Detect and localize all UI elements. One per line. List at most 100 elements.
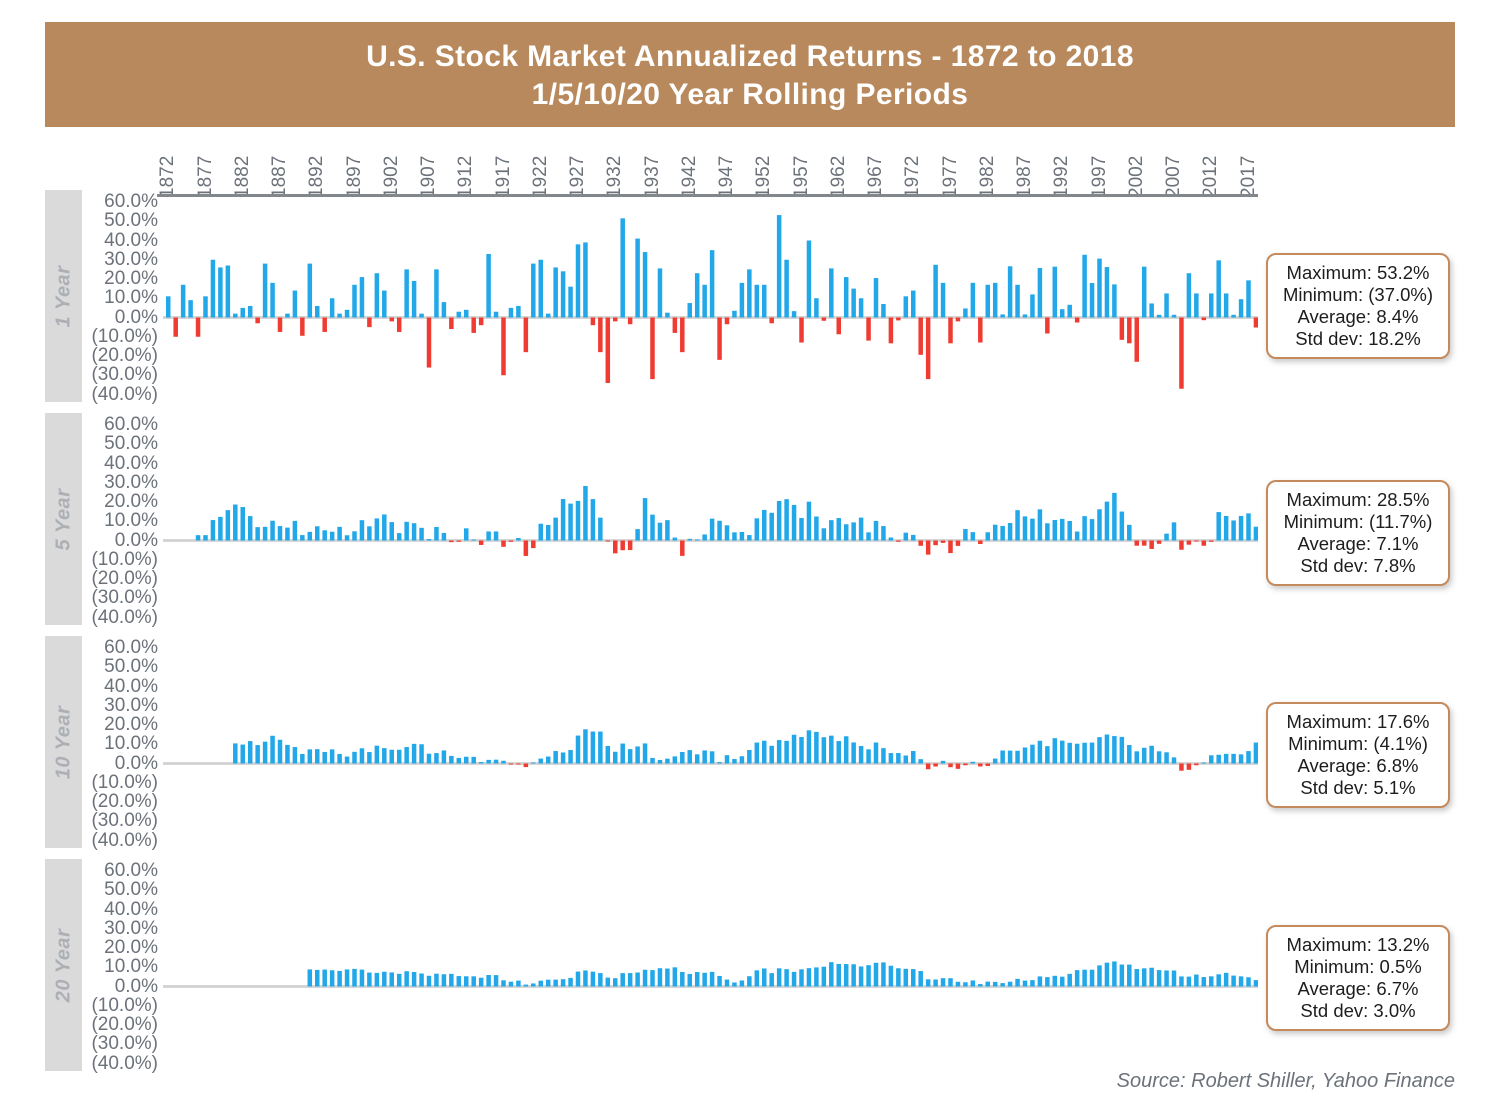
bar-2014-p3 — [1223, 753, 1229, 764]
y-tick-0.0-p4: 0.0% — [114, 975, 158, 997]
bar-1935-p1 — [635, 238, 640, 318]
bar-1916-p2 — [493, 531, 499, 541]
bar-1902-p3 — [389, 749, 394, 764]
bar-1914-p2 — [478, 540, 484, 545]
bar-1962-p3 — [836, 741, 841, 764]
bar-1891-p2 — [307, 531, 313, 541]
y-tick-30.0-p4: (30.0%) — [91, 1033, 158, 1055]
bar-2017-p2 — [1246, 513, 1251, 541]
bar-1911-p2 — [456, 540, 462, 542]
bar-1994-p2 — [1074, 531, 1080, 541]
bar-1882-p2 — [240, 507, 245, 541]
bar-1966-p2 — [866, 532, 871, 541]
bar-1878-p1 — [210, 259, 216, 318]
bar-1952-p1 — [762, 284, 767, 318]
bar-1919-p3 — [516, 763, 521, 765]
bar-1973-p3 — [918, 759, 923, 764]
bar-1920-p4 — [523, 984, 529, 987]
x-tick-1902: 1902 — [380, 155, 402, 198]
bar-2008-p3 — [1179, 763, 1184, 771]
x-tick-1897: 1897 — [343, 155, 365, 198]
bar-1968-p2 — [881, 526, 886, 541]
bar-1888-p2 — [285, 527, 290, 541]
bar-1943-p2 — [694, 539, 700, 541]
bar-1924-p4 — [553, 979, 558, 987]
bar-1991-p3 — [1052, 738, 1058, 764]
bar-1988-p3 — [1030, 744, 1035, 764]
y-tick-30.0-p3: 30.0% — [104, 694, 158, 716]
bar-1992-p4 — [1060, 976, 1065, 987]
bar-1923-p1 — [545, 313, 551, 318]
bar-1998-p2 — [1104, 501, 1110, 541]
panel-strip-1-year: 1 Year — [45, 190, 82, 402]
bar-1996-p4 — [1089, 969, 1095, 987]
x-tick-1877: 1877 — [194, 155, 216, 198]
bar-1888-p1 — [285, 313, 290, 318]
bar-2006-p1 — [1164, 293, 1169, 318]
bar-2002-p2 — [1134, 540, 1139, 546]
y-tick-10.0-p1: (10.0%) — [91, 325, 158, 347]
bar-1878-p2 — [210, 520, 216, 541]
bar-1995-p3 — [1082, 742, 1087, 764]
bar-1973-p1 — [918, 317, 923, 355]
bar-1917-p3 — [501, 760, 506, 764]
bar-1935-p3 — [635, 746, 640, 764]
x-tick-1872: 1872 — [157, 155, 179, 198]
bar-1938-p1 — [657, 268, 663, 318]
bar-1907-p1 — [426, 317, 432, 368]
y-tick-10.0-p2: 10.0% — [104, 510, 158, 532]
bar-1888-p3 — [285, 744, 290, 764]
bar-1882-p1 — [240, 307, 245, 318]
bar-1937-p3 — [650, 757, 655, 764]
stat-std-dev: Std dev: 7.8% — [1300, 555, 1416, 576]
bar-1901-p2 — [382, 514, 387, 541]
bar-2016-p2 — [1238, 515, 1244, 541]
bar-1999-p1 — [1112, 284, 1117, 318]
bar-1904-p2 — [404, 521, 409, 541]
bar-1926-p1 — [568, 286, 573, 318]
bar-1976-p2 — [940, 540, 946, 543]
bar-1908-p2 — [434, 527, 439, 541]
bar-1951-p2 — [754, 518, 760, 541]
bar-1897-p4 — [352, 968, 357, 987]
stat-average: Average: 6.8% — [1297, 755, 1419, 776]
bar-1939-p1 — [665, 312, 670, 318]
bar-1958-p4 — [806, 968, 812, 987]
bar-1891-p1 — [307, 263, 313, 318]
bar-1917-p1 — [501, 317, 506, 376]
stat-average: Average: 7.1% — [1297, 533, 1419, 554]
bar-1895-p1 — [337, 313, 342, 318]
stat-maximum: Maximum: 17.6% — [1286, 711, 1430, 732]
bar-1972-p3 — [911, 751, 916, 764]
bar-1933-p3 — [620, 743, 625, 764]
bar-2003-p3 — [1141, 747, 1147, 764]
x-tick-1892: 1892 — [306, 155, 328, 198]
bar-1936-p3 — [642, 743, 648, 764]
bar-2012-p1 — [1209, 293, 1214, 318]
bar-1925-p3 — [560, 752, 566, 764]
y-tick-60.0-p1: 60.0% — [104, 191, 158, 212]
bar-1889-p3 — [292, 747, 298, 764]
bar-1969-p3 — [888, 753, 894, 764]
bar-1954-p1 — [776, 215, 782, 318]
stat-minimum: Minimum: (37.0%) — [1282, 284, 1434, 305]
y-tick-40.0-p4: 40.0% — [104, 898, 158, 920]
bar-2008-p1 — [1179, 317, 1184, 389]
bar-1966-p1 — [866, 317, 871, 341]
y-tick-40.0-p4: (40.0%) — [91, 1052, 158, 1074]
bar-1894-p1 — [329, 298, 335, 318]
bar-1953-p4 — [769, 973, 774, 987]
y-tick-10.0-p2: (10.0%) — [91, 548, 158, 570]
bar-plot-5-year — [163, 486, 1258, 556]
bar-1987-p4 — [1022, 980, 1028, 987]
bar-1903-p3 — [396, 749, 402, 764]
bar-1884-p1 — [255, 317, 260, 324]
bar-1910-p1 — [449, 317, 454, 330]
bar-2002-p3 — [1134, 751, 1139, 764]
bar-1903-p4 — [396, 973, 402, 987]
bar-1885-p1 — [262, 263, 268, 318]
bar-1979-p1 — [963, 308, 968, 318]
bar-1964-p3 — [851, 742, 856, 764]
bar-1920-p1 — [523, 317, 529, 353]
bar-1881-p2 — [233, 504, 238, 541]
